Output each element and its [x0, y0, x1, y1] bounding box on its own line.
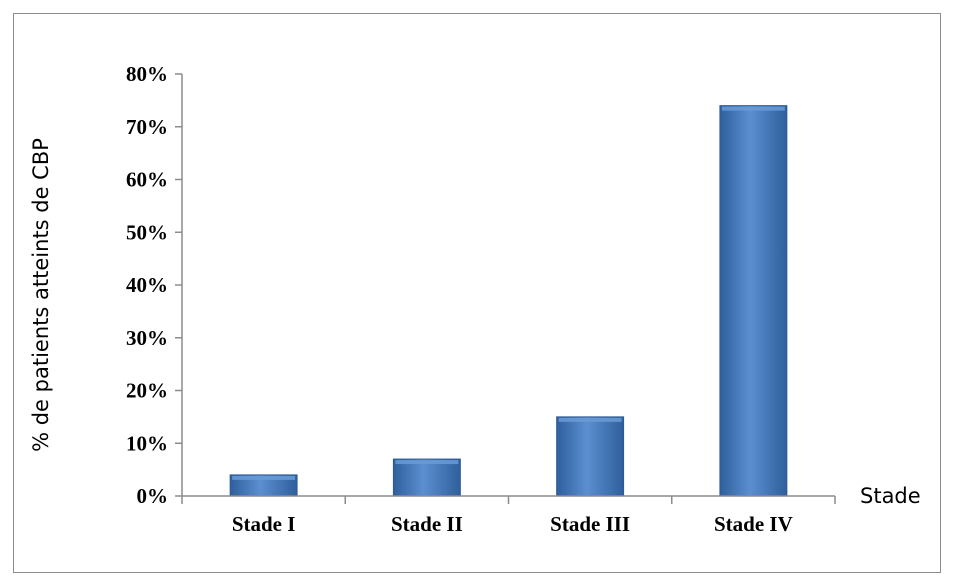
x-category-label: Stade IV [714, 512, 793, 536]
bar-bevel [558, 417, 622, 422]
bar-rect [392, 458, 461, 497]
y-tick-label: 20% [126, 379, 168, 403]
bar-4 [719, 105, 788, 497]
y-tick-label: 30% [126, 326, 168, 350]
bar-bevel [232, 475, 296, 480]
bar-rect [556, 416, 625, 497]
bar-1 [229, 474, 298, 497]
x-category-label: Stade I [232, 512, 296, 536]
x-axis-title: Stade [860, 484, 921, 508]
y-tick-label: 50% [126, 220, 168, 244]
bar-3 [556, 416, 625, 497]
y-tick-label: 80% [126, 62, 168, 86]
y-tick-label: 0% [137, 484, 169, 508]
bar-rect [719, 105, 788, 497]
y-tick-label: 40% [126, 273, 168, 297]
bar-bevel [395, 460, 459, 465]
bar-bevel [721, 106, 785, 111]
x-category-label: Stade II [391, 512, 463, 536]
x-category-label: Stade III [550, 512, 630, 536]
y-tick-label: 10% [126, 431, 168, 455]
y-tick-label: 60% [126, 168, 168, 192]
y-tick-label: 70% [126, 115, 168, 139]
y-axis-title: % de patients atteints de CBP [29, 138, 53, 452]
bar-2 [392, 458, 461, 497]
